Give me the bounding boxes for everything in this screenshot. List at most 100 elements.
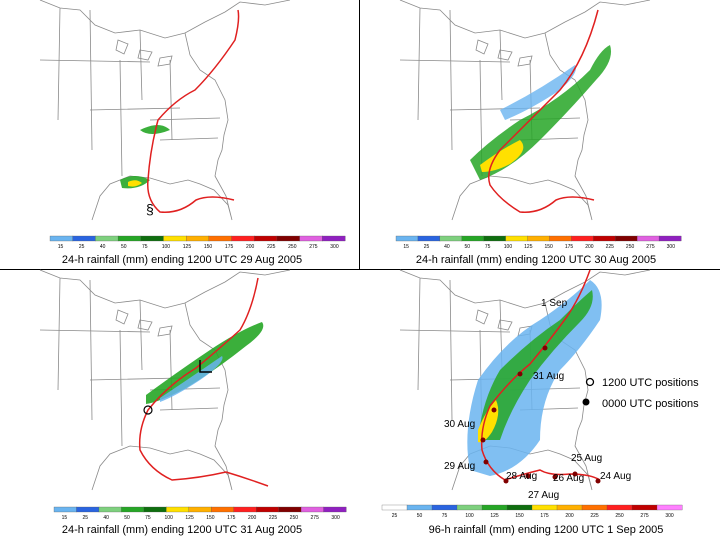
legend-1200-utc: 1200 UTC positions: [602, 377, 699, 389]
panel-caption: 96-h rainfall (mm) ending 1200 UTC 1 Sep…: [429, 524, 664, 536]
scale-swatch: [300, 506, 324, 513]
panel-29-aug: §: [39, 0, 291, 221]
scale-swatch: [431, 504, 458, 511]
scale-swatch: [571, 235, 594, 242]
panel-96h: 1 Sep 31 Aug 30 Aug 29 Aug 28 Aug 26 Aug…: [399, 269, 699, 501]
hurricane-track: [488, 9, 599, 213]
scale-swatch: [188, 506, 212, 513]
scale-swatch: [53, 506, 77, 513]
track-label-30-aug: 30 Aug: [444, 419, 475, 430]
scale-swatch: [593, 235, 616, 242]
scale-tick-label: 300: [667, 244, 676, 250]
scale-tick-label: 300: [330, 244, 339, 250]
scale-swatch: [506, 504, 533, 511]
scale-swatch: [98, 506, 122, 513]
scale-tick-label: 75: [145, 515, 151, 521]
track-label-25-aug: 25 Aug: [571, 453, 602, 464]
scale-swatch: [211, 506, 235, 513]
open-position-marker-icon: [585, 377, 595, 387]
scale-swatch: [166, 506, 190, 513]
scale-swatch: [505, 235, 528, 242]
scale-tick-label: 175: [225, 244, 234, 250]
color-scale-bar-29-aug: 15 25 40 50 75 100 125 150 175 200 225 250 275 300: [49, 235, 346, 250]
rain-swath-core: [128, 180, 142, 187]
scale-swatch: [556, 504, 583, 511]
scale-swatch: [615, 235, 638, 242]
scale-tick-label: 225: [590, 513, 599, 519]
filled-position-marker-icon: [582, 398, 590, 406]
scale-tick-label: 250: [615, 513, 624, 519]
scale-tick-label: 15: [58, 244, 64, 250]
scale-tick-label: 150: [204, 244, 213, 250]
scale-swatch: [406, 504, 433, 511]
legend-0000-utc: 0000 UTC positions: [602, 398, 699, 410]
scale-tick-label: 300: [665, 513, 674, 519]
panel-caption: 24-h rainfall (mm) ending 1200 UTC 29 Au…: [62, 254, 302, 266]
scale-tick-label: 75: [485, 244, 491, 250]
scale-swatch: [381, 504, 408, 511]
scale-tick-label: 275: [309, 244, 318, 250]
track-label-26-aug: 26 Aug: [553, 473, 584, 484]
scale-swatch: [658, 235, 682, 242]
track-label-1-sep: 1 Sep: [541, 298, 568, 309]
panel-31-aug: [39, 269, 291, 491]
scale-tick-label: 40: [444, 244, 450, 250]
scale-tick-label: 225: [267, 244, 276, 250]
scale-tick-label: 100: [504, 244, 513, 250]
scale-tick-label: 25: [392, 513, 398, 519]
scale-swatch: [276, 235, 301, 242]
scale-tick-label: 40: [100, 244, 106, 250]
track-positions: [480, 345, 601, 484]
scale-tick-label: 40: [103, 515, 109, 521]
scale-tick-label: 225: [269, 515, 278, 521]
scale-tick-label: 25: [83, 515, 89, 521]
scale-swatch: [256, 506, 280, 513]
scale-tick-label: 25: [424, 244, 430, 250]
scale-swatch: [549, 235, 572, 242]
scale-swatch: [631, 504, 658, 511]
scale-swatch: [606, 504, 633, 511]
scale-tick-label: 150: [206, 515, 215, 521]
scale-swatch: [439, 235, 463, 242]
hurricane-track: [147, 9, 240, 213]
scale-swatch: [527, 235, 550, 242]
scale-tick-label: 125: [183, 244, 192, 250]
scale-tick-label: 50: [124, 515, 130, 521]
scale-tick-label: 50: [464, 244, 470, 250]
scale-swatch: [95, 235, 119, 242]
color-scale-bar-31-aug: 15 25 40 50 75 100 125 150 175 200 225 250 275 300: [53, 506, 347, 521]
scale-tick-label: 200: [246, 244, 255, 250]
scale-tick-label: 15: [403, 244, 409, 250]
scale-swatch: [254, 235, 278, 242]
scale-tick-label: 300: [331, 515, 340, 521]
scale-swatch: [483, 235, 507, 242]
scale-swatch: [117, 235, 142, 242]
scale-tick-label: 25: [79, 244, 85, 250]
scale-tick-label: 200: [585, 244, 594, 250]
rain-swath: [146, 322, 264, 404]
scale-tick-label: 275: [640, 513, 649, 519]
scale-tick-label: 175: [565, 244, 574, 250]
scale-swatch: [163, 235, 187, 242]
scale-tick-label: 250: [626, 244, 635, 250]
scale-swatch: [395, 235, 419, 242]
scale-tick-label: 150: [515, 513, 524, 519]
scale-tick-label: 200: [248, 515, 257, 521]
scale-tick-label: 50: [121, 244, 127, 250]
scale-tick-label: 100: [465, 513, 474, 519]
scale-tick-label: 150: [545, 244, 554, 250]
scale-swatch: [208, 235, 232, 242]
rain-swath: [470, 45, 612, 180]
track-label-31-aug: 31 Aug: [533, 371, 564, 382]
track-position-marker: [143, 405, 153, 415]
scale-swatch: [299, 235, 323, 242]
color-scale-bar-30-aug: 15 25 40 50 75 100 125 150 175 200 225 250 275 300: [395, 235, 682, 250]
scale-swatch: [322, 235, 346, 242]
scale-swatch: [76, 506, 100, 513]
scale-tick-label: 175: [227, 515, 236, 521]
scale-swatch: [323, 506, 347, 513]
scale-swatch: [49, 235, 74, 242]
rain-swath: [478, 290, 593, 440]
scale-swatch: [461, 235, 485, 242]
